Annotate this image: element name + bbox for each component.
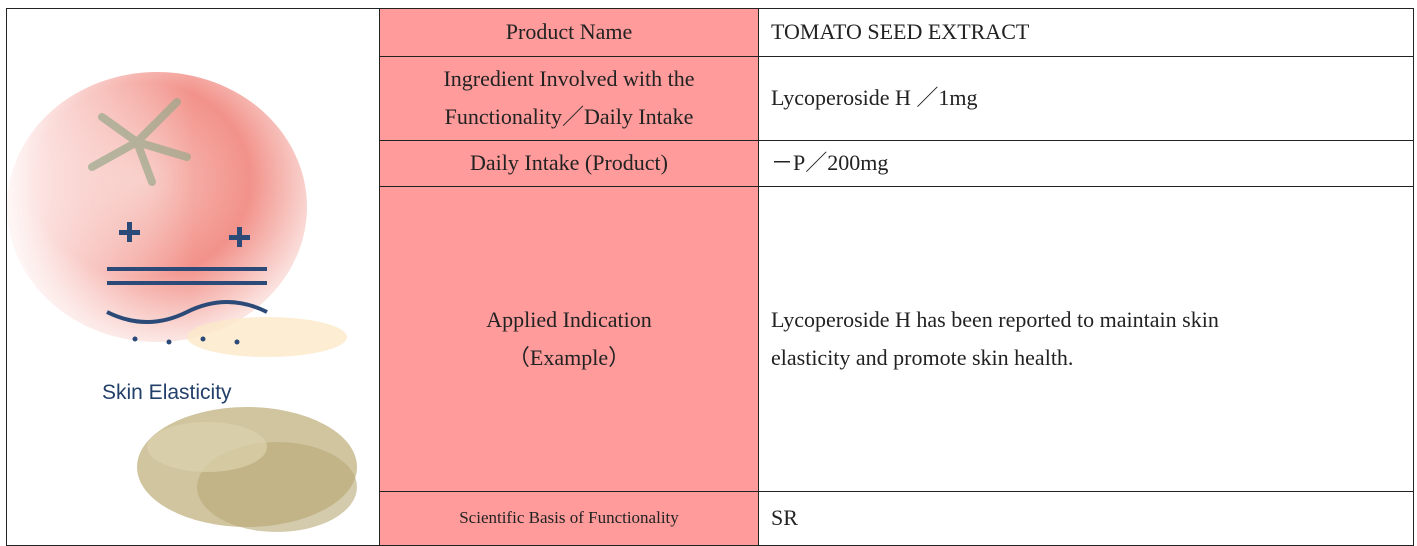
row-value: Lycoperoside H ／1mg <box>758 55 1414 141</box>
row-value: －P／200mg <box>758 139 1414 187</box>
page: Skin Elasticity Product Name TOMATO SEED… <box>6 8 1414 546</box>
row-label: Scientific Basis of Functionality <box>379 490 759 546</box>
row-value: TOMATO SEED EXTRACT <box>758 8 1414 57</box>
row-value: Lycoperoside H has been reported to main… <box>758 185 1414 492</box>
seeds <box>137 407 357 532</box>
image-cell: Skin Elasticity <box>6 8 380 546</box>
row-label: Product Name <box>379 8 759 57</box>
row-label: Ingredient Involved with the Functionali… <box>379 55 759 141</box>
stem <box>88 98 191 186</box>
seeds-top <box>187 317 347 357</box>
product-table: Skin Elasticity Product Name TOMATO SEED… <box>6 8 1414 546</box>
product-image: Skin Elasticity <box>7 67 379 532</box>
row-value: SR <box>758 490 1414 546</box>
skin-icon <box>106 222 268 345</box>
row-label: Daily Intake (Product) <box>379 139 759 187</box>
image-caption: Skin Elasticity <box>102 381 232 404</box>
row-label: Applied Indication （Example） <box>379 185 759 492</box>
fade <box>7 67 379 357</box>
